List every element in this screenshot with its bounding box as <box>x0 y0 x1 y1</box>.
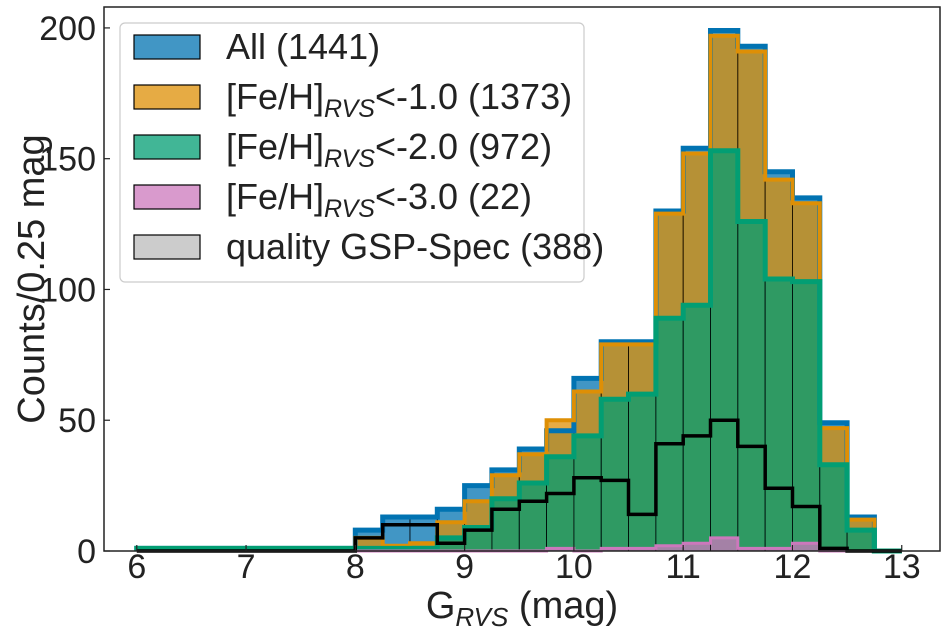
bar-fe-h-rvs-2-0-972-26 <box>846 529 875 552</box>
y-tick-label-150: 150 <box>39 141 96 179</box>
bar-fe-h-rvs-2-0-972-15 <box>546 456 575 552</box>
legend-label: [Fe/H]RVS<-3.0 (22) <box>226 176 532 223</box>
legend-label: All (1441) <box>226 26 380 67</box>
bar-fe-h-rvs-2-0-972-17 <box>600 398 629 552</box>
legend-item: quality GSP-Spec (388) <box>133 226 604 267</box>
y-tick-label-200: 200 <box>39 10 96 48</box>
legend-item: All (1441) <box>133 26 380 67</box>
bar-fe-h-rvs-2-0-972-22 <box>737 221 766 552</box>
legend-item: [Fe/H]RVS<-1.0 (1373) <box>133 76 572 123</box>
legend-item: [Fe/H]RVS<-3.0 (22) <box>133 176 532 223</box>
bar-fe-h-rvs-2-0-972-14 <box>518 482 547 552</box>
bar-fe-h-rvs-2-0-972-20 <box>682 304 711 552</box>
legend-box <box>119 22 585 283</box>
x-tick-label-7: 7 <box>237 548 256 586</box>
ticks-layer: 6 7 8 9 10 11 12 13 0 50 100 150 200 <box>39 10 920 586</box>
bar-fe-h-rvs-2-0-972-18 <box>628 393 657 552</box>
bar-fe-h-rvs-2-0-972-13 <box>491 498 520 552</box>
x-tick-label-9: 9 <box>455 548 474 586</box>
plot-frame <box>103 6 941 552</box>
bar-fe-h-rvs-2-0-972-23 <box>764 278 793 552</box>
legend-label: [Fe/H]RVS<-2.0 (972) <box>226 126 552 173</box>
x-tick-label-11: 11 <box>666 548 701 586</box>
series-fe-h-rvs-2-0-972-outline <box>134 148 902 554</box>
legend-swatch <box>133 34 201 60</box>
x-tick-label-13: 13 <box>883 548 921 586</box>
legend: All (1441)[Fe/H]RVS<-1.0 (1373)[Fe/H]RVS… <box>119 22 604 283</box>
x-tick-label-8: 8 <box>346 548 365 586</box>
legend-label: quality GSP-Spec (388) <box>226 226 604 267</box>
bar-fe-h-rvs-2-0-972-19 <box>655 317 684 552</box>
x-tick-label-10: 10 <box>555 548 593 586</box>
legend-swatch <box>133 184 201 210</box>
legend-swatch <box>133 84 201 110</box>
bar-fe-h-rvs-2-0-972-25 <box>819 464 848 552</box>
legend-label: [Fe/H]RVS<-1.0 (1373) <box>226 76 572 123</box>
bar-fe-h-rvs-2-0-972-24 <box>792 281 821 552</box>
bar-fe-h-rvs-2-0-972-21 <box>710 150 739 552</box>
bar-fe-h-rvs-3-0-22-21 <box>710 537 739 552</box>
bar-fe-h-rvs-2-0-972-16 <box>573 435 602 552</box>
y-tick-label-100: 100 <box>39 271 96 309</box>
x-axis-label: GRVS (mag) <box>426 585 618 632</box>
legend-item: [Fe/H]RVS<-2.0 (972) <box>133 126 552 173</box>
legend-swatch <box>133 234 201 260</box>
y-axis-label: Counts/0.25 mag <box>11 134 53 423</box>
x-tick-label-12: 12 <box>774 548 812 586</box>
y-tick-label-0: 0 <box>77 533 96 571</box>
x-tick-label-6: 6 <box>127 548 146 586</box>
bars-layer <box>136 30 875 552</box>
legend-swatch <box>133 134 201 160</box>
y-tick-label-50: 50 <box>58 402 96 440</box>
